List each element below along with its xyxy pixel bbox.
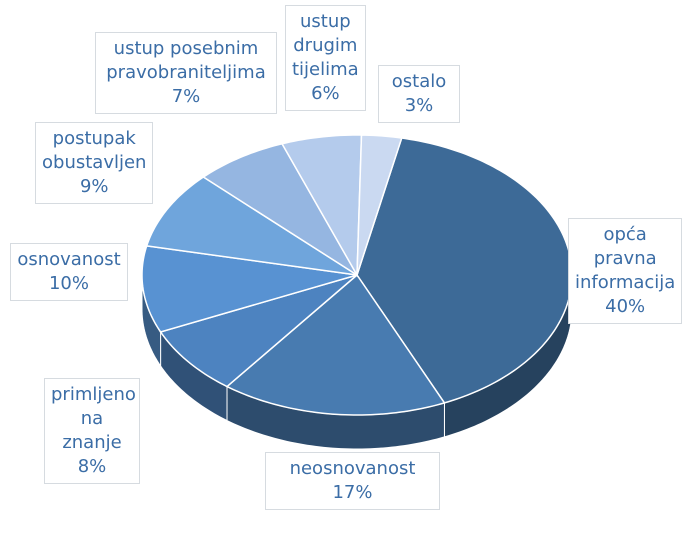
data-label: ostalo 3% xyxy=(378,65,460,123)
category-label: primljeno na znanje xyxy=(51,384,136,453)
slice xyxy=(159,274,358,388)
slice xyxy=(356,134,403,276)
value-label: 9% xyxy=(79,176,109,197)
slice xyxy=(145,176,358,276)
slice xyxy=(202,142,358,276)
slice xyxy=(280,134,363,278)
data-label: ustup posebnim pravobraniteljima 7% xyxy=(95,32,277,114)
category-label: neosnovanost xyxy=(289,458,416,479)
value-label: 17% xyxy=(332,482,373,503)
slice xyxy=(225,273,446,416)
value-label: 7% xyxy=(171,86,201,107)
category-label: ustup drugim tijelima xyxy=(292,11,359,80)
data-label: ustup drugim tijelima 6% xyxy=(285,5,366,111)
value-label: 8% xyxy=(77,456,107,477)
category-label: osnovanost xyxy=(17,249,121,270)
value-label: 10% xyxy=(48,273,89,294)
data-label: osnovanost 10% xyxy=(10,243,128,301)
value-label: 40% xyxy=(605,296,646,317)
data-label: primljeno na znanje 8% xyxy=(44,378,140,484)
data-label: postupak obustavljen 9% xyxy=(35,122,154,204)
value-label: 6% xyxy=(311,83,340,104)
data-label: neosnovanost 17% xyxy=(265,452,440,510)
category-label: postupak obustavljen xyxy=(42,128,147,173)
category-label: ostalo xyxy=(391,71,447,92)
value-label: 3% xyxy=(404,95,434,116)
data-label: opća pravna informacija 40% xyxy=(568,218,683,324)
slice xyxy=(141,245,358,333)
category-label: opća pravna informacija xyxy=(575,224,676,293)
category-label: ustup posebnim pravobraniteljima xyxy=(106,38,266,83)
